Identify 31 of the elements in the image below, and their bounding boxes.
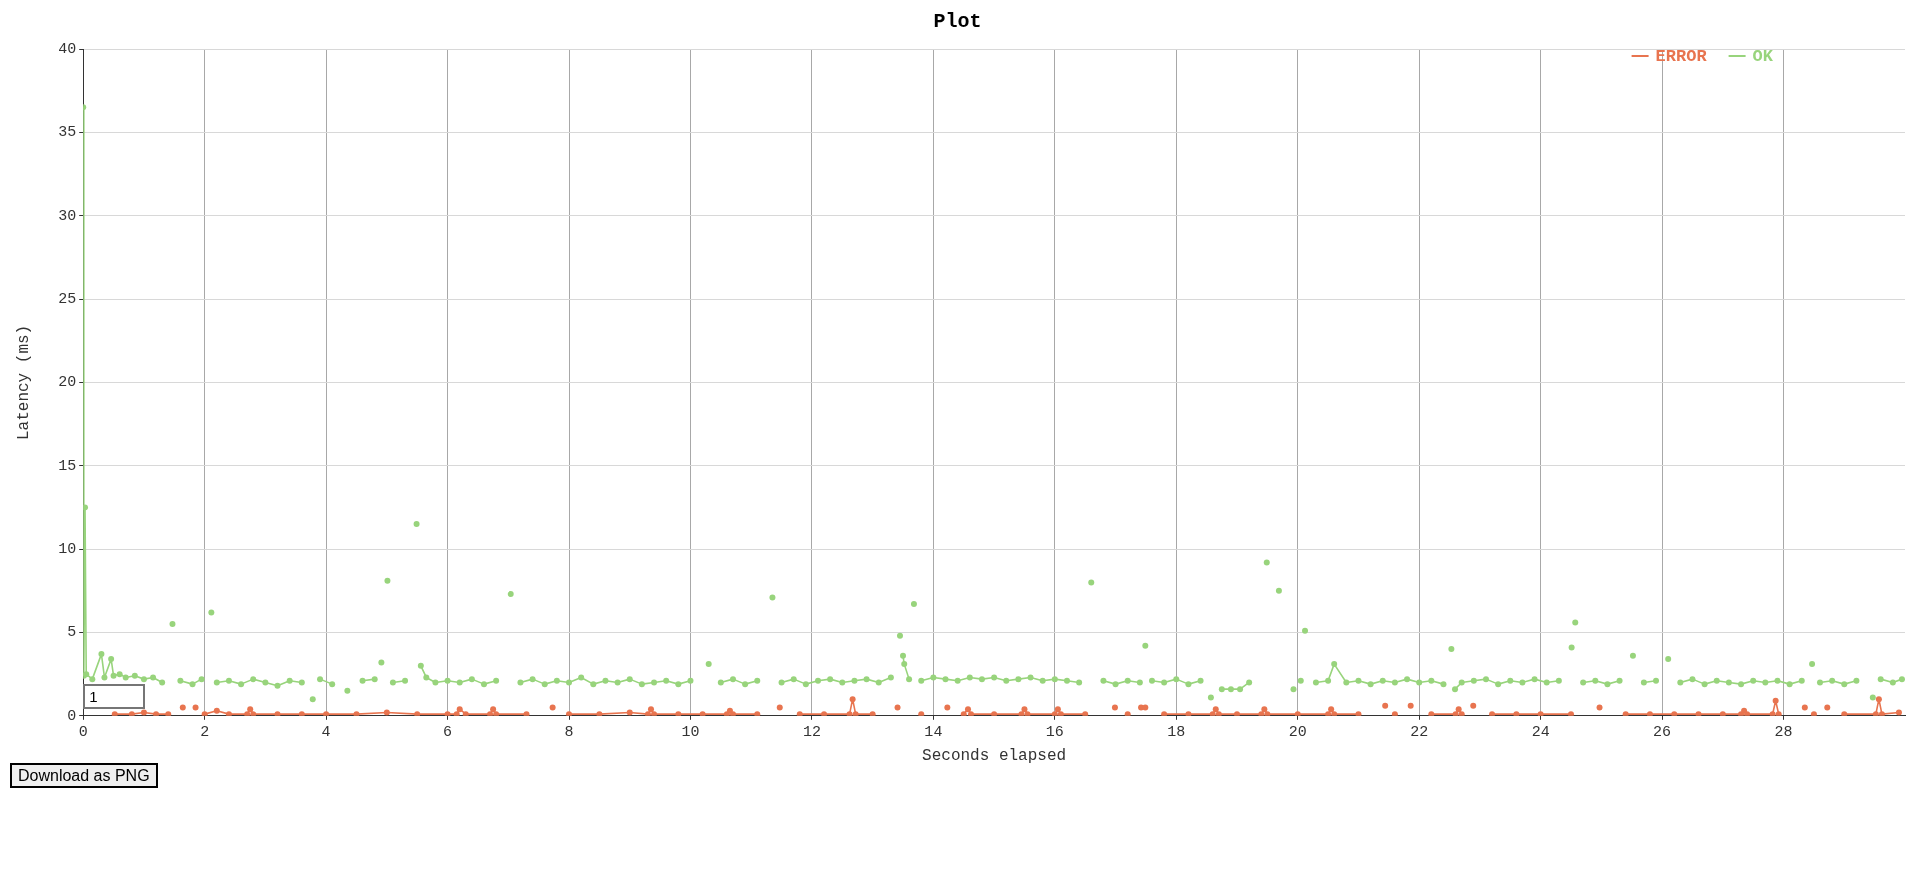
x-tick-label: 0 bbox=[78, 723, 88, 741]
x-tick-label: 10 bbox=[681, 723, 700, 741]
y-tick-label: 30 bbox=[58, 207, 77, 225]
y-axis-title: Latency (ms) bbox=[14, 324, 33, 441]
x-tick-label: 16 bbox=[1045, 723, 1064, 741]
y-tick-label: 15 bbox=[58, 457, 77, 475]
x-tick-label: 18 bbox=[1167, 723, 1186, 741]
legend-label: OK bbox=[1752, 47, 1774, 67]
input-field: 1 bbox=[83, 683, 146, 709]
y-tick-label: 20 bbox=[58, 374, 77, 392]
y-tick-label: 0 bbox=[67, 707, 77, 725]
x-tick-label: 2 bbox=[200, 723, 210, 741]
y-tick-label: 35 bbox=[58, 124, 77, 142]
x-tick-label: 8 bbox=[564, 723, 574, 741]
x-tick-label: 6 bbox=[443, 723, 453, 741]
x-tick-label: 20 bbox=[1288, 723, 1307, 741]
x-tick-label: 24 bbox=[1531, 723, 1550, 741]
y-tick-label: 5 bbox=[67, 624, 77, 642]
x-tick-label: 22 bbox=[1410, 723, 1429, 741]
x-tick-label: 4 bbox=[321, 723, 331, 741]
y-tick-label: 10 bbox=[58, 541, 77, 559]
legend-label: ERROR bbox=[1655, 47, 1708, 67]
x-tick-label: 14 bbox=[924, 723, 943, 741]
y-tick-label: 25 bbox=[58, 291, 77, 309]
x-tick-label: 28 bbox=[1774, 723, 1793, 741]
y-tick-label: 40 bbox=[58, 40, 77, 58]
x-tick-label: 26 bbox=[1653, 723, 1672, 741]
x-tick-label: 12 bbox=[802, 723, 821, 741]
chart-title: Plot bbox=[933, 10, 982, 34]
x-axis-title: Seconds elapsed bbox=[922, 746, 1067, 765]
download-button: Download as PNG bbox=[10, 763, 158, 788]
